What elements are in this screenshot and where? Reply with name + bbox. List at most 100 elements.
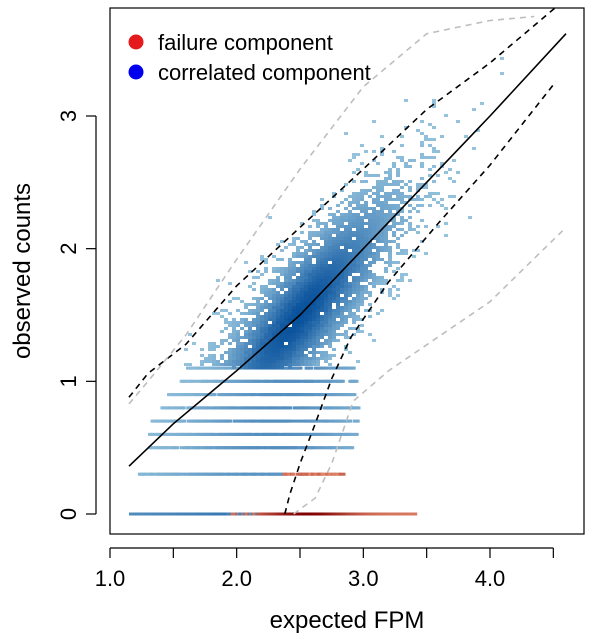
data-point: [356, 243, 360, 246]
data-point: [392, 225, 396, 228]
data-point: [184, 363, 188, 366]
data-point: [312, 270, 316, 273]
data-point: [340, 297, 344, 300]
data-point: [380, 219, 384, 222]
data-point: [336, 303, 340, 306]
data-point: [356, 294, 360, 297]
data-point: [276, 348, 280, 351]
data-point: [308, 297, 312, 300]
data-point: [232, 366, 236, 369]
data-point: [220, 330, 224, 333]
data-point: [348, 327, 352, 330]
data-point: [260, 315, 264, 318]
data-point: [412, 207, 416, 210]
data-point: [347, 406, 352, 410]
data-point: [272, 315, 276, 318]
data-point: [376, 222, 380, 225]
data-point: [151, 432, 155, 436]
data-point: [400, 144, 404, 147]
data-point: [280, 306, 284, 309]
data-point: [288, 288, 292, 291]
data-point: [316, 267, 320, 270]
data-point: [384, 225, 388, 228]
data-point: [212, 312, 216, 315]
data-point: [380, 204, 384, 207]
data-point: [210, 446, 215, 450]
data-point: [316, 261, 320, 264]
data-point: [232, 327, 236, 330]
data-point: [326, 419, 331, 423]
data-point: [396, 207, 400, 210]
data-point: [188, 333, 192, 336]
data-point: [284, 306, 288, 309]
data-point: [416, 129, 420, 132]
data-point: [271, 512, 276, 516]
data-point: [388, 174, 392, 177]
data-point: [296, 261, 300, 264]
data-point: [352, 285, 356, 288]
data-point: [151, 446, 155, 450]
data-point: [424, 183, 428, 186]
data-point: [296, 360, 300, 363]
data-point: [348, 315, 352, 318]
data-point: [388, 213, 392, 216]
data-point: [336, 306, 340, 309]
data-point: [308, 276, 312, 279]
data-point: [221, 472, 226, 476]
data-point: [292, 333, 296, 336]
data-point: [336, 234, 340, 237]
data-point: [368, 273, 372, 276]
data-point: [368, 243, 372, 246]
data-point: [248, 342, 252, 345]
data-point: [420, 165, 424, 168]
data-point: [296, 419, 301, 423]
data-point: [388, 225, 392, 228]
data-point: [452, 180, 456, 183]
data-point: [336, 228, 340, 231]
data-point: [408, 195, 412, 198]
data-point: [324, 276, 328, 279]
data-point: [311, 379, 316, 383]
data-point: [360, 210, 364, 213]
data-point: [276, 303, 280, 306]
data-point: [356, 270, 360, 273]
data-point: [356, 222, 360, 225]
data-point: [220, 357, 224, 360]
data-point: [396, 243, 400, 246]
data-point: [376, 249, 380, 252]
data-point: [424, 138, 428, 141]
data-point: [240, 318, 244, 321]
data-point: [284, 360, 288, 363]
data-point: [432, 126, 436, 129]
data-point: [216, 360, 220, 363]
data-point: [432, 156, 436, 159]
data-point: [356, 315, 360, 318]
data-point: [408, 228, 412, 231]
data-point: [360, 231, 364, 234]
data-point: [336, 264, 340, 267]
data-point: [376, 312, 380, 315]
data-point: [360, 144, 364, 147]
data-point: [320, 279, 324, 282]
data-point: [348, 267, 352, 270]
data-point: [388, 288, 392, 291]
data-point: [304, 270, 308, 273]
data-point: [300, 342, 304, 345]
data-point: [340, 321, 344, 324]
data-point: [304, 300, 308, 303]
data-point: [312, 264, 316, 267]
data-point: [258, 379, 263, 383]
data-point: [276, 336, 280, 339]
data-point: [428, 138, 432, 141]
data-point: [276, 294, 280, 297]
data-point: [356, 300, 360, 303]
data-point: [380, 288, 384, 291]
data-point: [352, 201, 356, 204]
data-point: [244, 345, 248, 348]
data-point: [240, 348, 244, 351]
data-point: [356, 406, 361, 410]
data-point: [244, 318, 248, 321]
data-point: [400, 279, 404, 282]
data-point: [296, 321, 300, 324]
